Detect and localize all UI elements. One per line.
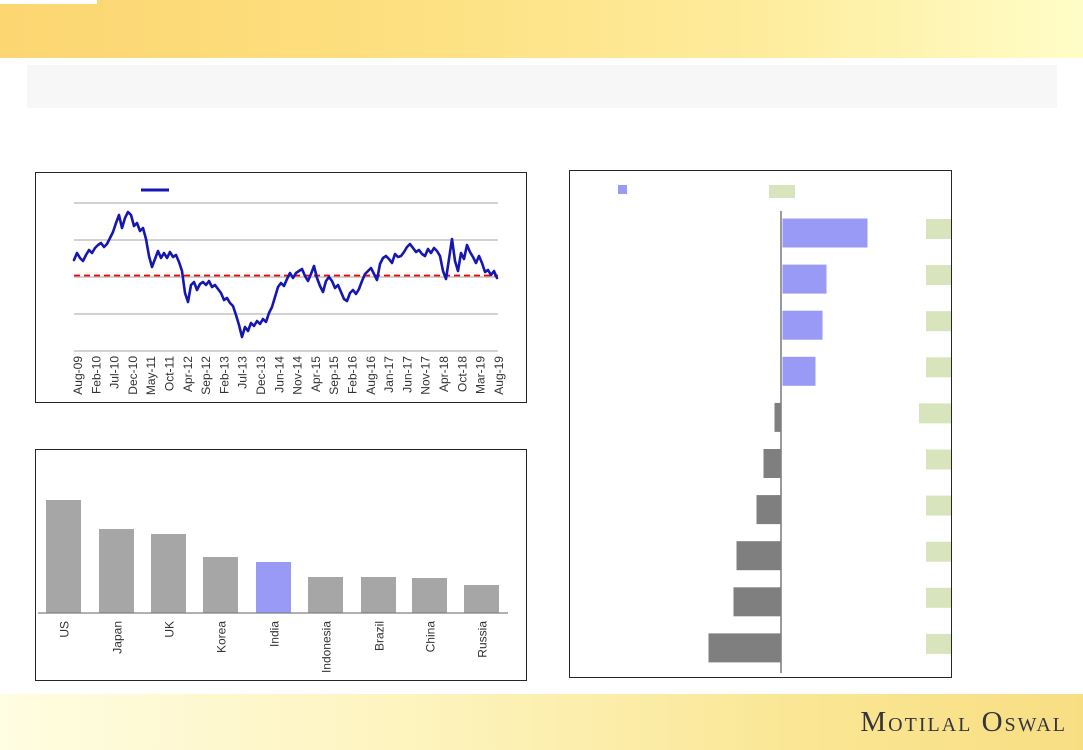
negative-bar (755, 494, 782, 526)
green-label-box (926, 587, 951, 608)
bar-korea (203, 557, 238, 613)
green-label-box (926, 265, 951, 286)
x-tick-label: Aug-16 (364, 356, 378, 395)
country-bar-chart: US Japan UK Korea India Indonesia Brazil China R… (38, 500, 508, 673)
line-chart: Aug-09 Feb-10 Jul-10 Dec-10 May-11 Oct-11 Apr-… (71, 188, 506, 395)
x-tick-label: Apr-12 (181, 356, 195, 392)
positive-bar (781, 309, 824, 341)
green-label-box (926, 357, 951, 378)
x-tick-label: US (58, 621, 72, 638)
bar-japan (99, 529, 134, 613)
x-tick-label: Jun-14 (272, 356, 286, 393)
positive-bar (781, 217, 869, 249)
x-tick-label: Feb-10 (89, 356, 103, 394)
diverging-hbar-chart (618, 185, 951, 673)
positive-bar (781, 355, 817, 387)
x-tick-label: Dec-13 (254, 356, 268, 395)
x-tick-label: Jan-17 (382, 356, 396, 393)
x-tick-label: Jun-17 (400, 356, 414, 393)
x-tick-label: China (424, 621, 438, 653)
x-tick-label: India (268, 621, 282, 647)
negative-bar (707, 632, 782, 664)
bar-russia (464, 585, 499, 613)
x-tick-label: Jul-10 (108, 356, 122, 389)
line-chart-panel: Aug-09 Feb-10 Jul-10 Dec-10 May-11 Oct-11 Apr-… (35, 172, 527, 403)
x-tick-label: Indonesia (320, 621, 334, 673)
x-tick-label: Nov-17 (419, 356, 433, 395)
diverging-hbar-chart-panel (569, 170, 952, 678)
x-tick-label: Brazil (373, 621, 387, 651)
x-tick-label: Aug-19 (492, 356, 506, 395)
header-title-band (27, 65, 1057, 108)
positive-bar (781, 263, 828, 295)
x-tick-label: Nov-14 (291, 356, 305, 395)
x-tick-label: UK (163, 621, 177, 638)
green-label-box (926, 633, 951, 654)
x-tick-label: Oct-11 (163, 356, 177, 391)
line-series (72, 210, 499, 339)
negative-bar (762, 448, 782, 479)
top-gradient-bar (0, 0, 1083, 58)
x-tick-label: Oct-18 (455, 356, 469, 392)
negative-bar (732, 586, 782, 618)
x-tick-label: Mar-19 (474, 356, 488, 394)
bar-uk (151, 534, 186, 613)
green-label-box (926, 449, 951, 470)
x-tick-label: May-11 (144, 356, 158, 395)
bar-indonesia (308, 577, 343, 613)
negative-bar (773, 401, 782, 433)
green-label-box (919, 403, 951, 424)
country-bar-chart-panel: US Japan UK Korea India Indonesia Brazil China R… (35, 449, 527, 681)
top-left-white-notch (0, 0, 97, 4)
x-tick-label: Feb-13 (217, 356, 231, 394)
x-tick-label: Jul-13 (236, 356, 250, 389)
footer-gradient-bar: Motilal Oswal (0, 694, 1083, 750)
x-tick-label: Japan (111, 621, 125, 654)
bar-india (256, 562, 291, 613)
green-label-box (926, 495, 951, 516)
x-tick-label: Apr-15 (309, 356, 323, 392)
green-label-box (926, 311, 951, 332)
negative-bar (735, 540, 782, 572)
x-tick-label: Feb-16 (346, 356, 360, 394)
legend-purple-swatch (618, 185, 627, 194)
x-tick-label: Sep-12 (199, 356, 213, 395)
x-tick-label: Aug-09 (71, 356, 85, 395)
x-tick-label: Dec-10 (126, 356, 140, 395)
legend-green-swatch (769, 185, 795, 198)
bar-china (412, 578, 447, 613)
x-tick-label: Apr-18 (437, 356, 451, 392)
bar-brazil (361, 577, 396, 613)
green-label-box (926, 219, 951, 239)
x-tick-label: Korea (215, 621, 229, 653)
bar-us (46, 500, 81, 613)
green-label-box (926, 541, 951, 562)
x-tick-label: Sep-15 (327, 356, 341, 395)
x-tick-label: Russia (476, 621, 490, 658)
motilal-oswal-logo: Motilal Oswal (860, 705, 1067, 738)
